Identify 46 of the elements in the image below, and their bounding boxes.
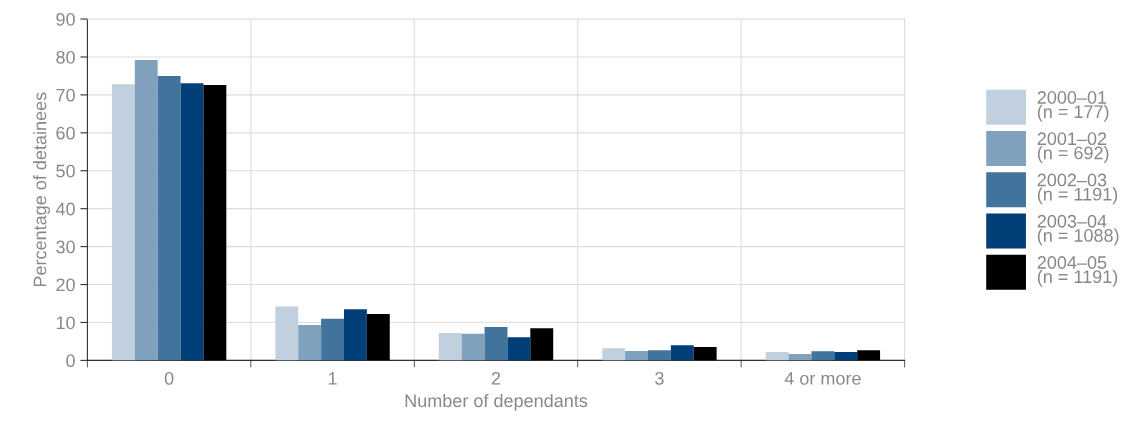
bar xyxy=(321,318,344,361)
y-tick-label: 90 xyxy=(56,12,75,26)
y-tick-label: 80 xyxy=(56,50,75,64)
y-tick-label: 20 xyxy=(56,278,75,292)
legend-label: 2002–03 (n = 1191) xyxy=(1037,173,1118,205)
x-tick-label: 0 xyxy=(164,371,174,385)
y-tick-label: 40 xyxy=(55,202,75,216)
y-tick-label: 10 xyxy=(56,316,75,330)
bar xyxy=(203,85,227,361)
bar xyxy=(111,84,135,361)
bar xyxy=(275,306,299,361)
bar xyxy=(602,348,626,361)
bar xyxy=(834,352,858,361)
x-axis-title: Number of dependants xyxy=(405,393,588,411)
y-tick-label: 60 xyxy=(56,126,75,140)
bar xyxy=(530,328,554,361)
y-tick-label: 30 xyxy=(56,240,75,254)
bar xyxy=(625,350,648,361)
bar xyxy=(647,350,671,361)
bar xyxy=(765,352,789,361)
bar xyxy=(507,337,531,361)
bar xyxy=(134,60,158,361)
bar xyxy=(670,345,694,361)
legend-label: 2003–04 (n = 1088) xyxy=(1037,214,1119,246)
y-tick-label: 50 xyxy=(56,164,75,178)
bar xyxy=(344,309,367,361)
bar xyxy=(438,333,462,361)
bar xyxy=(857,350,881,361)
bar xyxy=(484,327,508,361)
bar xyxy=(298,325,322,361)
legend-label: 2000–01 (n = 177) xyxy=(1037,91,1109,122)
bar xyxy=(157,75,181,361)
x-tick-label: 3 xyxy=(655,371,664,385)
x-tick-label: 2 xyxy=(491,371,501,385)
y-tick-label: 70 xyxy=(56,88,75,102)
x-tick-label: 4 or more xyxy=(784,372,861,385)
bar xyxy=(461,333,485,361)
y-tick-label: 0 xyxy=(66,354,75,368)
legend-label: 2001–02 (n = 692) xyxy=(1037,132,1109,163)
legend-label: 2004–05 (n = 1191) xyxy=(1037,256,1118,287)
x-tick-label: 1 xyxy=(328,372,337,385)
y-axis-title: Percentage of detainees xyxy=(33,92,50,287)
bar xyxy=(693,347,717,361)
bar xyxy=(366,314,390,361)
bar xyxy=(811,351,835,361)
bar xyxy=(180,83,204,361)
